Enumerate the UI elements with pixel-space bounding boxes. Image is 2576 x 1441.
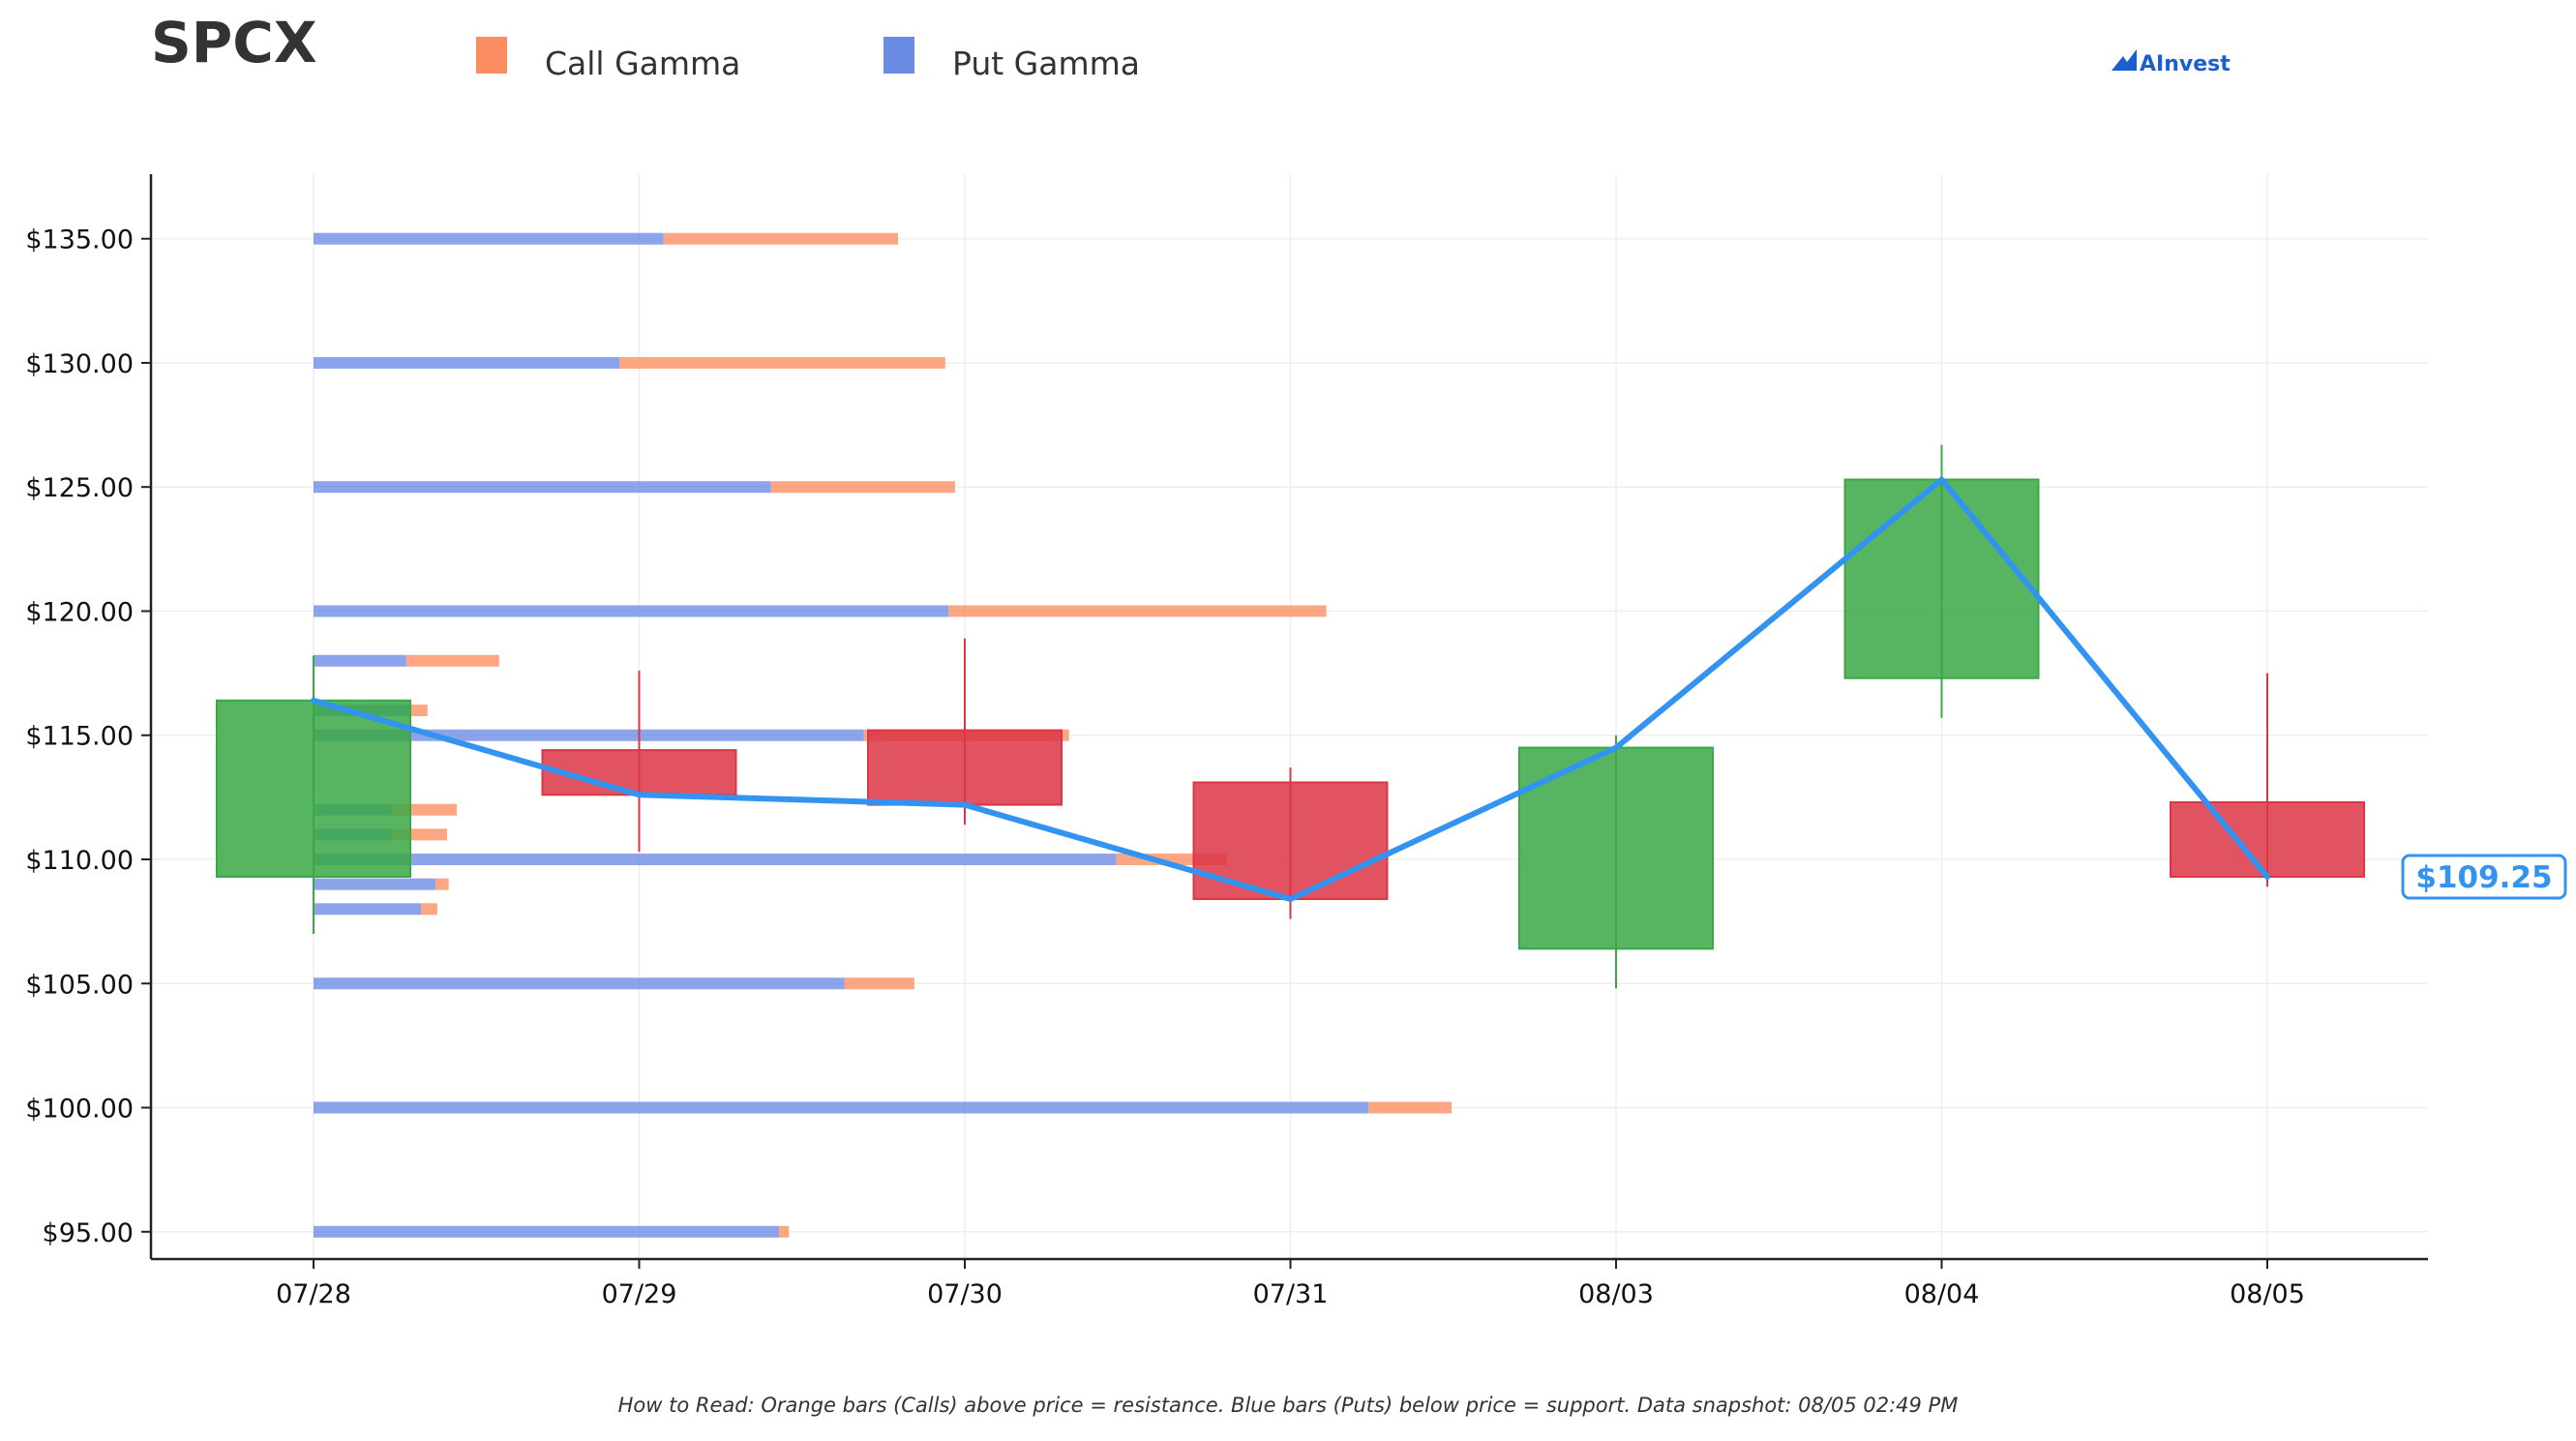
last-price-badge-box	[2401, 854, 2567, 900]
close-price-line	[311, 476, 2270, 903]
x-tick-label-1: 07/29	[602, 1279, 677, 1309]
candle-body-08/05	[2170, 801, 2365, 878]
call-gamma-bar-130	[619, 356, 945, 369]
y-tick-label-7: $130.00	[25, 349, 134, 379]
put-gamma-bar-108	[314, 903, 422, 916]
call-gamma-bar-105	[844, 977, 914, 990]
legend-label-call-gamma: Call Gamma	[545, 45, 740, 82]
y-tick-label-2: $105.00	[25, 970, 134, 1000]
x-tick-label-3: 07/31	[1253, 1279, 1329, 1309]
y-tick-label-1: $100.00	[25, 1095, 134, 1125]
put-gamma-bar-100	[314, 1101, 1369, 1114]
y-tick-label-4: $115.00	[25, 722, 134, 752]
legend-swatch-call-gamma	[476, 37, 507, 74]
legend: Call Gamma Put Gamma	[476, 37, 1140, 82]
legend-label-put-gamma: Put Gamma	[952, 45, 1140, 82]
y-tick-label-5: $120.00	[25, 597, 134, 627]
chart-title: SPCX	[151, 10, 317, 75]
candle-body-07/30	[867, 729, 1063, 806]
call-gamma-bar-108	[421, 903, 437, 916]
call-gamma-bar-95	[779, 1225, 790, 1238]
put-gamma-bar-118	[314, 654, 406, 667]
put-gamma-bar-95	[314, 1225, 780, 1238]
candle-body-08/03	[1518, 746, 1714, 950]
grid-lines	[151, 174, 2428, 1259]
x-axis-ticks: 07/28 07/29 07/30 07/31 08/03 08/04 08/05	[276, 1259, 2305, 1309]
x-tick-label-4: 08/03	[1578, 1279, 1654, 1309]
y-tick-label-0: $95.00	[43, 1218, 134, 1248]
chart-logo-icon	[2112, 49, 2137, 71]
put-gamma-bar-110	[314, 854, 1117, 865]
call-gamma-bar-116	[410, 705, 428, 717]
call-gamma-bar-109	[435, 878, 449, 890]
x-tick-label-6: 08/05	[2230, 1279, 2305, 1309]
call-gamma-bar-135	[663, 232, 899, 245]
candlesticks	[216, 444, 2365, 989]
chart-footnote: How to Read: Orange bars (Calls) above p…	[618, 1394, 1959, 1417]
ainvest-logo: AInvest	[2112, 49, 2231, 76]
x-tick-label-2: 07/30	[927, 1279, 1003, 1309]
legend-swatch-put-gamma	[884, 37, 914, 74]
last-price-badge: $109.25	[2401, 854, 2567, 900]
put-gamma-bar-130	[314, 356, 620, 369]
put-gamma-bar-120	[314, 605, 949, 617]
candle-body-07/29	[541, 749, 737, 796]
y-tick-label-8: $135.00	[25, 225, 134, 255]
last-price-value: $109.25	[2415, 860, 2552, 895]
call-gamma-bar-120	[948, 605, 1327, 617]
close-price-polyline	[311, 476, 2270, 903]
y-tick-label-6: $125.00	[25, 473, 134, 503]
y-axis-ticks: $95.00 $100.00 $105.00 $110.00 $115.00 $120.0…	[25, 225, 151, 1248]
put-gamma-bar-125	[314, 481, 771, 494]
call-gamma-bar-125	[770, 481, 955, 494]
candle-body-08/04	[1843, 478, 2040, 679]
axes	[149, 174, 2428, 1261]
x-tick-label-5: 08/04	[1904, 1279, 1980, 1309]
put-gamma-bar-135	[314, 232, 664, 245]
candle-body-07/28	[216, 699, 411, 878]
call-gamma-bar-118	[405, 654, 499, 667]
y-tick-label-3: $110.00	[25, 846, 134, 876]
put-gamma-bar-109	[314, 878, 436, 890]
x-tick-label-0: 07/28	[276, 1279, 351, 1309]
put-gamma-bar-105	[314, 977, 845, 990]
watermark-text: AInvest	[2140, 52, 2231, 76]
call-gamma-bar-100	[1368, 1101, 1453, 1114]
